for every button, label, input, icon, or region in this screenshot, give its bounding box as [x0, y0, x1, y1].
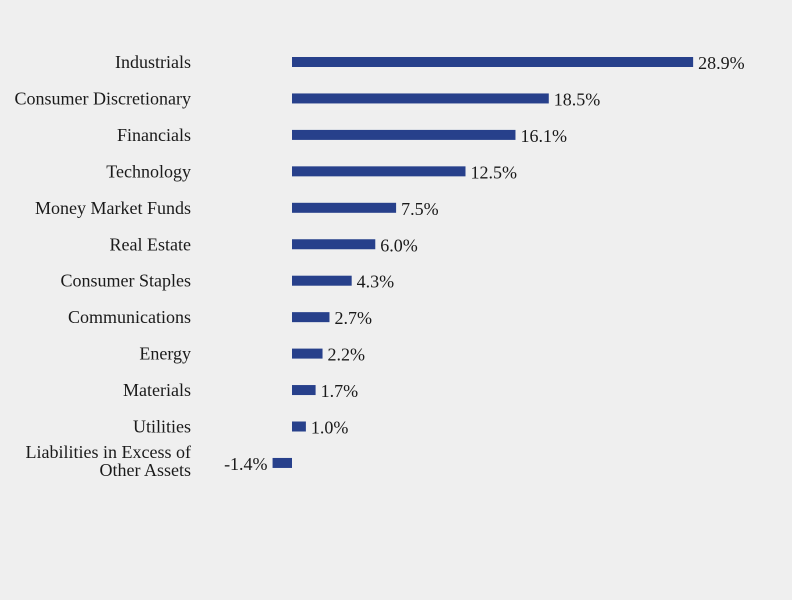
- bar-technology: [292, 166, 466, 177]
- category-label-materials: Materials: [123, 380, 191, 400]
- category-label-consumer-discretionary: Consumer Discretionary: [15, 88, 191, 108]
- value-label-utilities: 1.0%: [311, 418, 349, 438]
- category-label-energy: Energy: [139, 344, 191, 364]
- value-label-technology: 12.5%: [471, 162, 518, 182]
- category-label-group: Industrials Consumer Discretionary Financi…: [15, 52, 191, 480]
- bar-money-market-funds: [292, 202, 397, 213]
- bar-industrials: [292, 57, 694, 67]
- value-label-money-market-funds: 7.5%: [401, 199, 439, 219]
- bar-utilities: [292, 421, 306, 432]
- bar-real-estate: [292, 239, 376, 250]
- bar-communications: [292, 312, 330, 323]
- value-label-materials: 1.7%: [321, 381, 359, 401]
- value-label-group: 28.9% 18.5% 16.1%12.5% 7.5% 6.0% 4.3% 2.7% 2.2%…: [224, 53, 745, 474]
- value-label-energy: 2.2%: [328, 345, 366, 365]
- bar-materials: [292, 385, 316, 396]
- value-label-liabilities-in-excess-of-other-assets: -1.4%: [224, 454, 268, 474]
- category-label-real-estate: Real Estate: [110, 234, 191, 254]
- bar-consumer-discretionary: [292, 93, 549, 104]
- bar-group: [272, 57, 694, 468]
- category-label-money-market-funds: Money Market Funds: [35, 198, 191, 218]
- value-label-financials: 16.1%: [520, 126, 567, 146]
- bar-consumer-staples: [292, 275, 352, 286]
- category-label-financials: Financials: [117, 125, 191, 145]
- bar-liabilities-in-excess-of-other-assets: [272, 457, 292, 468]
- bar-energy: [292, 348, 323, 359]
- category-label-communications: Communications: [68, 307, 191, 327]
- value-label-real-estate: 6.0%: [380, 235, 418, 255]
- category-label-industrials: Industrials: [115, 52, 191, 72]
- value-label-communications: 2.7%: [334, 308, 372, 328]
- value-label-consumer-discretionary: 18.5%: [554, 89, 601, 109]
- category-label-liabilities-in-excess-of-other-assets: Liabilities in Excess of Other Assets: [26, 442, 191, 480]
- category-label-consumer-staples: Consumer Staples: [61, 271, 192, 291]
- category-label-utilities: Utilities: [133, 417, 191, 437]
- category-label-technology: Technology: [106, 161, 191, 181]
- bar-financials: [292, 129, 516, 140]
- value-label-consumer-staples: 4.3%: [357, 272, 395, 292]
- value-label-industrials: 28.9%: [698, 53, 745, 73]
